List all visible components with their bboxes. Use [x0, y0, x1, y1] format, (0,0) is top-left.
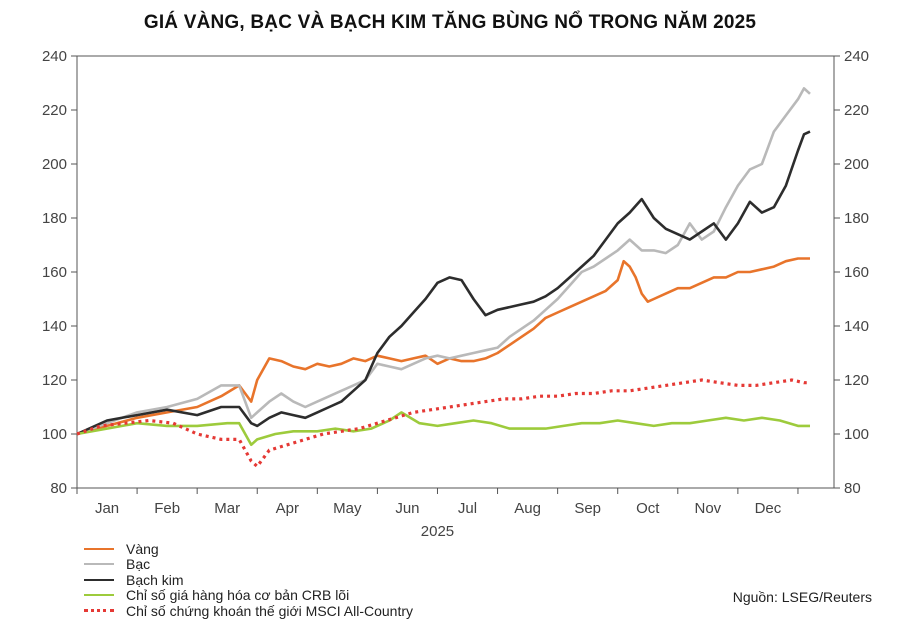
- x-tick-label: Aug: [514, 500, 541, 517]
- x-tick-label: Nov: [694, 500, 721, 517]
- legend-swatch: [84, 609, 114, 613]
- x-tick-label: Jul: [458, 500, 477, 517]
- legend-item: Chỉ số chứng khoán thế giới MSCI All-Cou…: [84, 603, 413, 619]
- y-tick-label-left: 100: [42, 426, 67, 443]
- legend-label: Chỉ số giá hàng hóa cơ bản CRB lõi: [126, 587, 350, 604]
- y-tick-label-left: 240: [42, 48, 67, 65]
- x-tick-label: Mar: [214, 500, 240, 517]
- legend-item: Vàng: [84, 541, 413, 557]
- legend-item: Chỉ số giá hàng hóa cơ bản CRB lõi: [84, 587, 413, 604]
- y-tick-label-left: 180: [42, 210, 67, 227]
- series-line-4: [76, 378, 810, 468]
- series-line-0: [76, 257, 810, 436]
- y-tick-label-right: 220: [844, 102, 869, 119]
- x-axis-label: 2025: [421, 523, 454, 540]
- y-tick-label-right: 240: [844, 48, 869, 65]
- x-tick-label: May: [333, 500, 362, 517]
- y-tick-label-left: 140: [42, 318, 67, 335]
- series-line-2: [76, 130, 811, 436]
- x-tick-label: Jan: [95, 500, 119, 517]
- source-note: Nguồn: LSEG/Reuters: [732, 589, 872, 605]
- x-tick-label: Apr: [276, 500, 299, 517]
- chart-title: GIÁ VÀNG, BẠC VÀ BẠCH KIM TĂNG BÙNG NỔ T…: [143, 12, 757, 33]
- x-tick-label: Feb: [154, 500, 180, 517]
- legend-label: Bạc: [126, 556, 151, 573]
- y-tick-label-left: 160: [42, 264, 67, 281]
- x-tick-label: Dec: [755, 500, 782, 517]
- legend-swatch: [84, 547, 114, 550]
- legend-item: Bạch kim: [84, 572, 413, 588]
- y-tick-label-left: 220: [42, 102, 67, 119]
- legend-swatch: [84, 563, 114, 566]
- y-tick-label-left: 120: [42, 372, 67, 389]
- y-tick-label-right: 200: [844, 156, 869, 173]
- legend-label: Bạch kim: [126, 571, 184, 588]
- legend-item: Bạc: [84, 556, 413, 573]
- line-chart: 80 80 100 100 120 120 140 140 160 160 180 180 200 200…: [42, 48, 869, 540]
- legend: Vàng Bạc Bạch kim Chỉ số giá hàng hóa cơ bả…: [84, 541, 413, 619]
- x-tick-label: Oct: [636, 500, 660, 517]
- y-tick-label-right: 100: [844, 426, 869, 443]
- y-tick-label-left: 200: [42, 156, 67, 173]
- series-line-1: [76, 87, 811, 436]
- legend-swatch: [84, 578, 114, 581]
- x-tick-label: Jun: [395, 500, 419, 517]
- y-tick-label-right: 180: [844, 210, 869, 227]
- series-line-3: [76, 411, 810, 447]
- y-tick-label-right: 120: [844, 372, 869, 389]
- y-tick-label-right: 160: [844, 264, 869, 281]
- chart-axes: [71, 55, 840, 494]
- legend-label: Chỉ số chứng khoán thế giới MSCI All-Cou…: [126, 602, 414, 619]
- chart-lines: [76, 87, 811, 468]
- legend-swatch: [84, 594, 114, 597]
- x-tick-label: Sep: [574, 500, 601, 517]
- chart-labels: 80 80 100 100 120 120 140 140 160 160 180 180 200 200…: [42, 48, 869, 540]
- y-tick-label-left: 80: [50, 480, 67, 497]
- y-tick-label-right: 140: [844, 318, 869, 335]
- legend-label: Vàng: [126, 540, 159, 557]
- y-tick-label-right: 80: [844, 480, 861, 497]
